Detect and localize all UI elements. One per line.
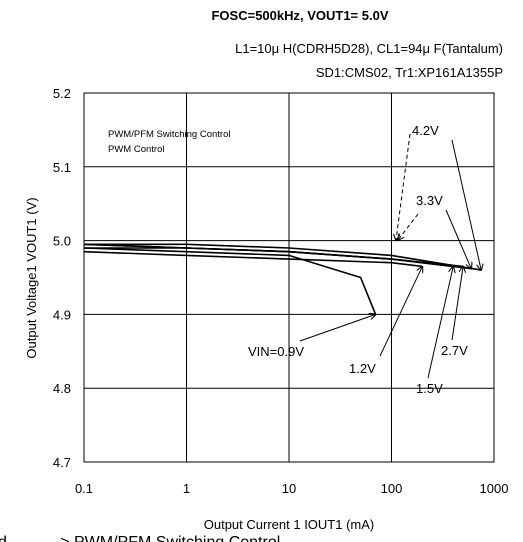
legend-line-2: PWM Control [108, 144, 164, 155]
legend-line-1: PWM/PFM Switching Control [108, 129, 230, 140]
arrow-1.2v [379, 266, 422, 357]
arrow-3.3v-switching [398, 213, 419, 240]
x-tick-label: 10 [282, 481, 296, 496]
series-line-vin-0.9v [83, 247, 377, 315]
x-tick-label: 1000 [480, 481, 509, 496]
annotation-1.2v: 1.2V [349, 361, 376, 376]
arrow-1.5v [427, 266, 453, 379]
y-tick-label: 4.7 [53, 455, 71, 470]
annotation-vin-0.9v: VIN=0.9V [248, 344, 304, 359]
annotation-1.5v: 1.5V [416, 381, 443, 396]
annotation-arrows [299, 133, 481, 379]
plot-frame [83, 92, 495, 463]
y-axis-label: Output Voltage1 VOUT1 (V) [24, 197, 39, 358]
chart-subtitle-line-1: L1=10μ H(CDRH5D28), CL1=94μ F(Tantalum) [235, 41, 503, 56]
arrow-3.3v [445, 209, 471, 269]
arrow-vin-0.9v [299, 314, 376, 342]
series-line-1.2v [83, 250, 423, 268]
y-tick-label: 5.1 [53, 160, 71, 175]
y-tick-label: 5.2 [53, 86, 71, 101]
arrow-4.2v-pwm [451, 139, 481, 270]
y-tick-label: 4.9 [53, 307, 71, 322]
arrow-4.2v-switching [396, 133, 411, 240]
chart-subtitle-line-2: SD1:CMS02, Tr1:XP161A1355P [316, 65, 503, 80]
y-tick-label: 4.8 [53, 381, 71, 396]
chart-title: FOSC=500kHz, VOUT1= 5.0V [211, 8, 388, 23]
series-lines [83, 243, 482, 315]
annotation-4.2v: 4.2V [412, 123, 439, 138]
x-axis-label: Output Current 1 IOUT1 (mA) [204, 517, 375, 532]
x-tick-label: 100 [381, 481, 403, 496]
bottom-note: d - - - - - > PWM/PFM Switching Control [0, 534, 280, 542]
x-tick-labels: 0.1 1 10 100 1000 [75, 481, 509, 496]
arrow-2.7v [451, 266, 463, 341]
annotation-2.7v: 2.7V [441, 343, 468, 358]
series-line-3.3v [83, 243, 472, 270]
x-tick-label: 0.1 [75, 481, 93, 496]
annotation-3.3v: 3.3V [416, 193, 443, 208]
x-tick-label: 1 [183, 481, 190, 496]
y-tick-label: 5.0 [53, 234, 71, 249]
y-tick-labels: 4.7 4.8 4.9 5.0 5.1 5.2 [53, 86, 71, 470]
series-line-4.2v [84, 243, 482, 271]
